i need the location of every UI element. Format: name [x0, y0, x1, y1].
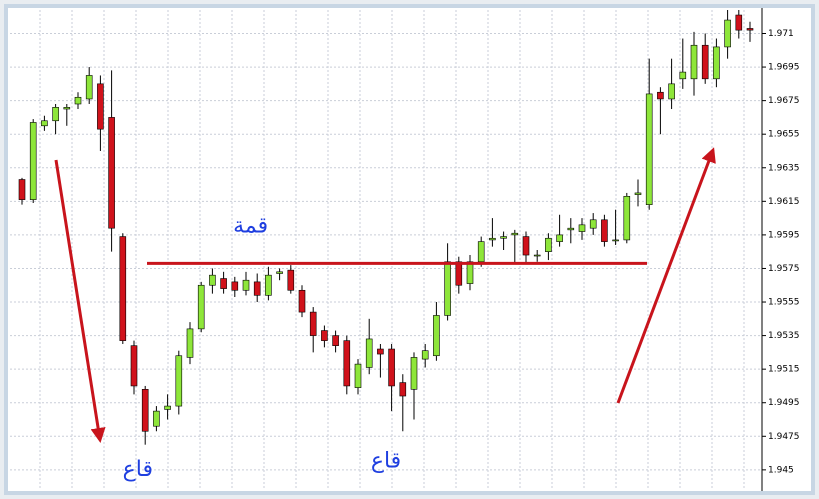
candle-body — [399, 382, 407, 397]
candle-body — [567, 227, 575, 231]
y-tick-label: 1.9695 — [768, 63, 800, 73]
candle-body — [735, 14, 743, 31]
y-tick-label: 1.9595 — [768, 230, 800, 240]
candle-body — [108, 117, 115, 229]
candle-body — [612, 239, 619, 242]
candle-body — [63, 107, 71, 110]
candle-body — [713, 46, 720, 80]
y-tick-label: 1.9475 — [768, 432, 800, 442]
candle-body — [332, 335, 339, 346]
candle-body — [321, 330, 328, 341]
candle-body — [52, 107, 59, 122]
candle-body — [130, 345, 138, 387]
candle-body — [85, 75, 93, 100]
candle-body — [265, 274, 272, 296]
annotation: قاع — [371, 448, 401, 473]
candle-body — [522, 236, 530, 256]
candle-body — [556, 234, 563, 242]
candle-body — [578, 224, 586, 232]
candle-body — [197, 284, 205, 330]
candle-body — [153, 410, 160, 427]
candle-body — [701, 44, 709, 80]
candle-body — [186, 328, 194, 358]
candle-body — [309, 311, 317, 336]
candle-body — [511, 232, 519, 236]
candle-body — [242, 279, 250, 291]
candle-body — [175, 355, 183, 407]
candle-body — [690, 44, 698, 80]
y-tick-label: 1.9655 — [768, 130, 800, 140]
axis-labels: 1.971 1.9695 1.9675 1.9655 1.9635 1.9615 1.959… — [762, 29, 800, 475]
candle-body — [746, 28, 754, 31]
y-tick-label: 1.9535 — [768, 331, 800, 341]
annotation: قمة — [233, 214, 268, 239]
candle-body — [623, 195, 631, 241]
candle-body — [388, 348, 395, 387]
candle-body — [444, 261, 451, 316]
candle-body — [287, 269, 295, 291]
grid — [10, 10, 762, 490]
y-tick-label: 1.9615 — [768, 197, 800, 207]
candle-body — [545, 237, 552, 252]
candle-body — [298, 289, 306, 313]
candle-body — [276, 271, 283, 274]
candle-body — [29, 122, 37, 200]
candle-body — [209, 274, 216, 286]
candle-body — [253, 281, 261, 296]
candle-body — [343, 340, 351, 387]
y-tick-label: 1.971 — [768, 29, 794, 39]
y-tick-label: 1.9575 — [768, 264, 800, 274]
candle-body — [421, 350, 429, 360]
candle-body — [466, 261, 474, 284]
y-tick-label: 1.9635 — [768, 163, 800, 173]
y-tick-label: 1.945 — [768, 465, 794, 475]
candle-body — [377, 348, 384, 355]
plot — [18, 10, 754, 445]
candle-body — [433, 315, 440, 357]
candle-body — [164, 405, 171, 410]
candle-body — [668, 83, 675, 100]
candle-body — [455, 261, 463, 286]
candle-body — [18, 179, 26, 200]
candle-body — [220, 278, 227, 289]
candle-body — [589, 219, 597, 229]
annotations: قمة قاع قاع — [123, 214, 402, 482]
arrow-down — [54, 159, 106, 443]
candle-body — [724, 19, 731, 48]
candle-body — [533, 254, 541, 257]
panel — [8, 8, 811, 491]
candle-body — [41, 120, 48, 127]
candle-body — [119, 236, 127, 341]
y-tick-label: 1.9515 — [768, 365, 800, 375]
candle-body — [657, 91, 664, 100]
candle-body — [74, 96, 82, 105]
candle-body — [645, 93, 653, 205]
arrow-up — [616, 147, 716, 404]
y-tick-label: 1.9555 — [768, 298, 800, 308]
candle-body — [97, 83, 104, 130]
y-tick-label: 1.9675 — [768, 96, 800, 106]
candle-body — [231, 281, 239, 291]
candle-body — [477, 241, 485, 263]
candle-body — [141, 389, 149, 432]
candle-body — [500, 236, 507, 239]
candle-body — [634, 192, 642, 195]
candle-body — [354, 363, 362, 388]
annotation: قاع — [123, 457, 153, 482]
candle-body — [410, 357, 418, 390]
candle-body — [601, 219, 608, 242]
candle-body — [489, 237, 496, 241]
y-tick-label: 1.9495 — [768, 398, 800, 408]
candle-body — [679, 71, 687, 80]
candle-body — [365, 338, 373, 368]
